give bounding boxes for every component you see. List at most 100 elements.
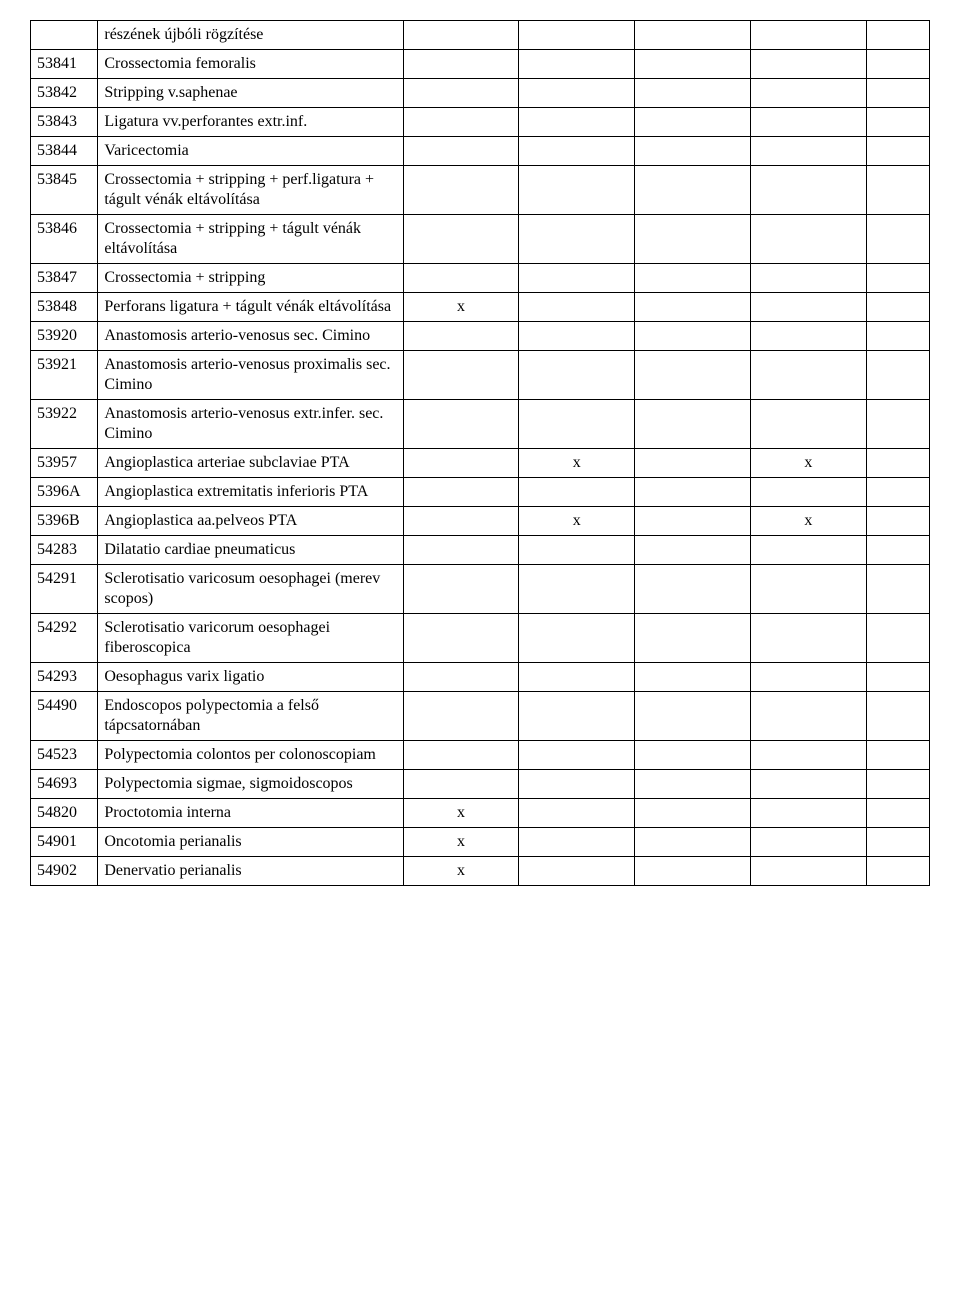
cell-mark: [866, 351, 929, 400]
table-row: 53847Crossectomia + stripping: [31, 264, 930, 293]
cell-mark: x: [403, 857, 519, 886]
cell-code: 54901: [31, 828, 98, 857]
cell-mark: [866, 799, 929, 828]
cell-code: 53845: [31, 166, 98, 215]
cell-code: 53844: [31, 137, 98, 166]
table-row: részének újbóli rögzítése: [31, 21, 930, 50]
cell-mark: [866, 478, 929, 507]
cell-mark: x: [403, 799, 519, 828]
cell-mark: [635, 692, 751, 741]
cell-code: 54820: [31, 799, 98, 828]
cell-mark: [750, 565, 866, 614]
cell-code: 53846: [31, 215, 98, 264]
cell-mark: [519, 322, 635, 351]
table-row: 53845Crossectomia + stripping + perf.lig…: [31, 166, 930, 215]
cell-mark: [519, 770, 635, 799]
cell-mark: [635, 21, 751, 50]
cell-mark: [519, 478, 635, 507]
cell-mark: [635, 799, 751, 828]
cell-mark: [750, 21, 866, 50]
table-row: 53841Crossectomia femoralis: [31, 50, 930, 79]
cell-description: Crossectomia + stripping + tágult vénák …: [98, 215, 403, 264]
table-row: 53842Stripping v.saphenae: [31, 79, 930, 108]
cell-mark: [750, 663, 866, 692]
cell-mark: [519, 166, 635, 215]
cell-mark: [635, 770, 751, 799]
cell-description: Ligatura vv.perforantes extr.inf.: [98, 108, 403, 137]
cell-mark: [635, 741, 751, 770]
cell-mark: [519, 565, 635, 614]
cell-code: [31, 21, 98, 50]
cell-mark: x: [750, 507, 866, 536]
cell-code: 54291: [31, 565, 98, 614]
cell-mark: [519, 799, 635, 828]
cell-mark: [403, 322, 519, 351]
cell-mark: [750, 166, 866, 215]
cell-description: Crossectomia + stripping: [98, 264, 403, 293]
cell-code: 53922: [31, 400, 98, 449]
cell-mark: [403, 50, 519, 79]
cell-mark: [866, 692, 929, 741]
cell-mark: [635, 507, 751, 536]
cell-mark: [403, 215, 519, 264]
cell-mark: [866, 449, 929, 478]
cell-mark: [866, 137, 929, 166]
table-row: 53921Anastomosis arterio-venosus proxima…: [31, 351, 930, 400]
cell-mark: [866, 614, 929, 663]
cell-mark: [866, 663, 929, 692]
cell-mark: [403, 166, 519, 215]
cell-mark: [403, 663, 519, 692]
cell-mark: x: [403, 828, 519, 857]
cell-description: Perforans ligatura + tágult vénák eltávo…: [98, 293, 403, 322]
cell-mark: [519, 351, 635, 400]
cell-description: Angioplastica arteriae subclaviae PTA: [98, 449, 403, 478]
cell-description: Denervatio perianalis: [98, 857, 403, 886]
cell-description: Angioplastica extremitatis inferioris PT…: [98, 478, 403, 507]
cell-code: 54293: [31, 663, 98, 692]
cell-mark: [635, 322, 751, 351]
cell-mark: [866, 322, 929, 351]
cell-mark: [635, 614, 751, 663]
cell-mark: [750, 293, 866, 322]
cell-mark: [635, 166, 751, 215]
cell-mark: [403, 137, 519, 166]
data-table: részének újbóli rögzítése53841Crossectom…: [30, 20, 930, 886]
cell-mark: [403, 21, 519, 50]
cell-code: 54292: [31, 614, 98, 663]
cell-mark: [750, 264, 866, 293]
cell-mark: [403, 449, 519, 478]
cell-mark: [403, 692, 519, 741]
table-row: 53843Ligatura vv.perforantes extr.inf.: [31, 108, 930, 137]
table-row: 54291Sclerotisatio varicosum oesophagei …: [31, 565, 930, 614]
cell-mark: [750, 351, 866, 400]
cell-mark: [750, 478, 866, 507]
cell-mark: x: [750, 449, 866, 478]
cell-mark: [403, 351, 519, 400]
page: részének újbóli rögzítése53841Crossectom…: [0, 0, 960, 906]
cell-mark: [519, 857, 635, 886]
cell-mark: [519, 215, 635, 264]
cell-mark: [403, 507, 519, 536]
table-row: 54523Polypectomia colontos per colonosco…: [31, 741, 930, 770]
cell-mark: [866, 400, 929, 449]
cell-code: 54283: [31, 536, 98, 565]
cell-mark: [403, 536, 519, 565]
cell-mark: [750, 79, 866, 108]
table-row: 53846Crossectomia + stripping + tágult v…: [31, 215, 930, 264]
cell-description: Sclerotisatio varicosum oesophagei (mere…: [98, 565, 403, 614]
table-row: 5396BAngioplastica aa.pelveos PTAxx: [31, 507, 930, 536]
cell-mark: [750, 828, 866, 857]
cell-mark: [519, 614, 635, 663]
table-row: 54490Endoscopos polypectomia a felső táp…: [31, 692, 930, 741]
table-row: 54292Sclerotisatio varicorum oesophagei …: [31, 614, 930, 663]
table-row: 54901Oncotomia perianalisx: [31, 828, 930, 857]
cell-mark: [635, 536, 751, 565]
cell-mark: [866, 215, 929, 264]
cell-mark: [403, 614, 519, 663]
cell-mark: [750, 799, 866, 828]
cell-mark: [866, 507, 929, 536]
cell-mark: [403, 400, 519, 449]
cell-mark: [866, 828, 929, 857]
cell-mark: [635, 828, 751, 857]
cell-mark: x: [519, 507, 635, 536]
